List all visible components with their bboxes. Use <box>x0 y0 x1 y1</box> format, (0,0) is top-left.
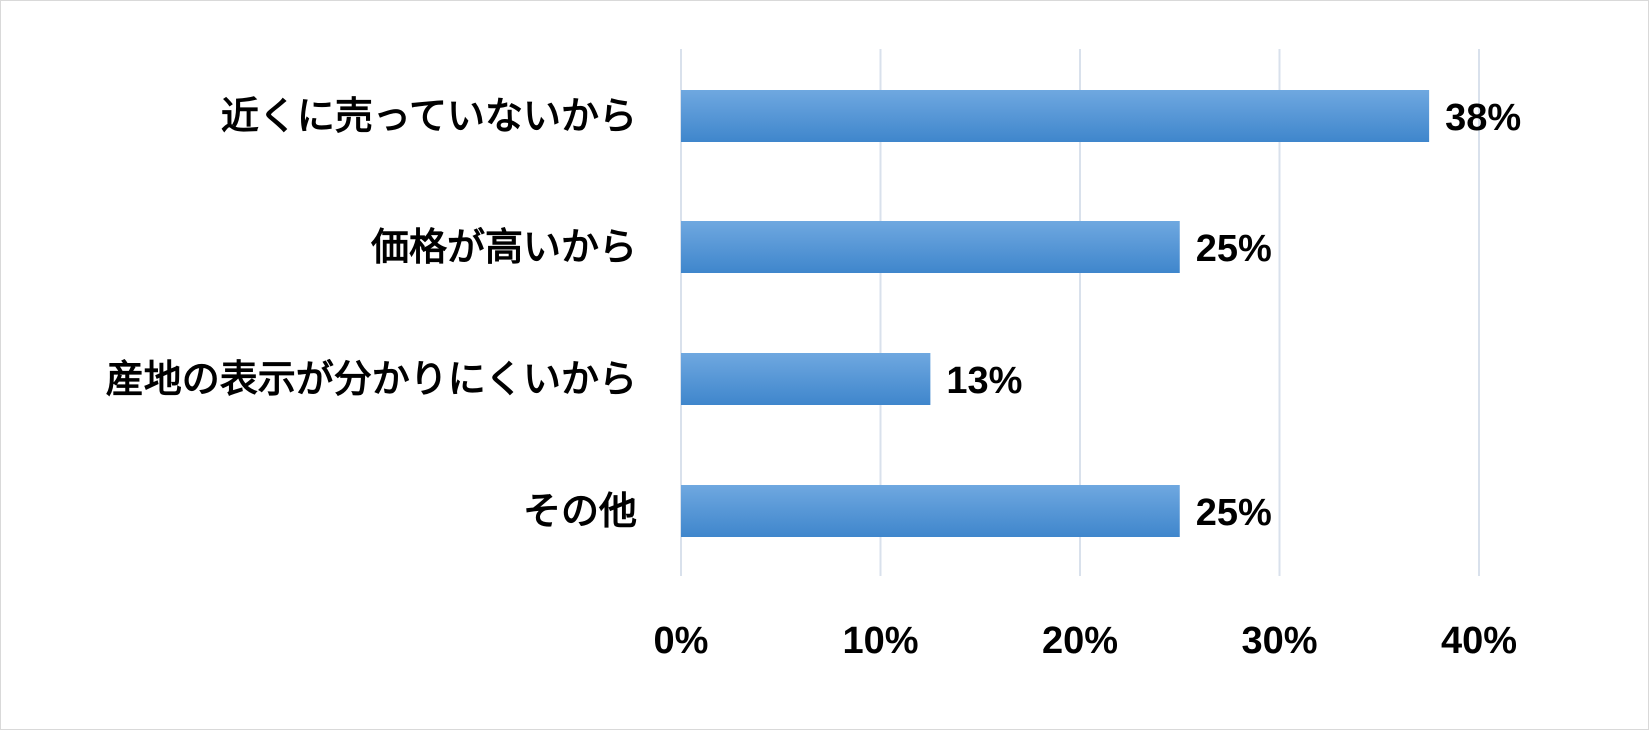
category-label: 価格が高いから <box>370 225 637 269</box>
value-label: 25% <box>1196 228 1272 270</box>
bar <box>681 90 1430 142</box>
bar <box>681 221 1180 273</box>
bar <box>681 485 1180 537</box>
category-label: 産地の表示が分かりにくいから <box>106 357 637 401</box>
x-tick-label: 20% <box>1042 620 1118 662</box>
bars <box>681 90 1430 537</box>
x-tick-label: 10% <box>842 620 918 662</box>
category-label: その他 <box>523 489 637 533</box>
x-tick-label: 40% <box>1441 620 1517 662</box>
value-label: 38% <box>1445 97 1521 139</box>
value-label: 25% <box>1196 492 1272 534</box>
value-label: 13% <box>946 360 1022 402</box>
x-tick-label: 0% <box>654 620 709 662</box>
bar <box>681 353 931 405</box>
category-label: 近くに売っていないから <box>221 94 637 138</box>
labels: 0% 10% 20% 30% 40% 近くに売っていないから 38% 価格が高いから 25% 産地… <box>106 94 1521 662</box>
x-tick-label: 30% <box>1241 620 1317 662</box>
